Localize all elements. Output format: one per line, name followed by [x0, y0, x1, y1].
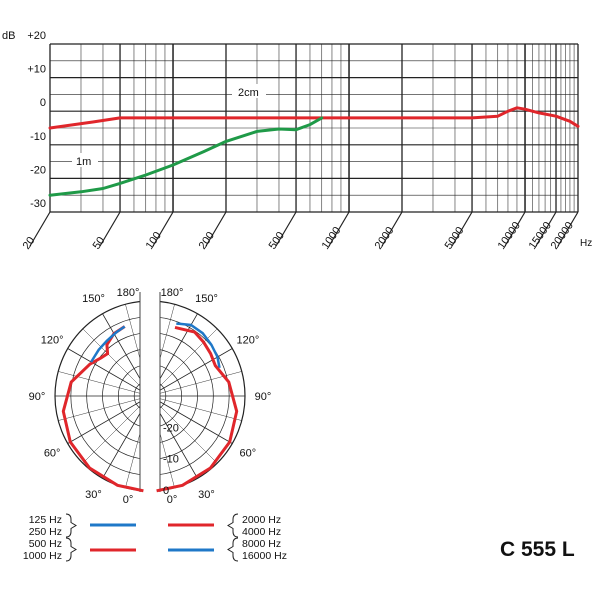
- legend-bracket: [65, 513, 77, 538]
- x-tick-label: 50: [91, 235, 108, 252]
- polar-r-label: -10: [163, 454, 179, 466]
- x-tick-label: 5000: [443, 225, 467, 252]
- polar-spoke: [67, 348, 151, 397]
- series-line-2cm: [48, 106, 580, 130]
- legend-left-label: 125 Hz: [29, 514, 62, 526]
- x-tick-diagonal: [275, 211, 297, 247]
- polar-curve-right-red: [156, 325, 239, 493]
- polar-angle-label: 150°: [195, 293, 218, 305]
- x-tick-label: 20: [21, 235, 38, 252]
- polar-angle-label: 0°: [167, 494, 178, 505]
- legend-left-label: 500 Hz: [29, 538, 62, 550]
- annotation-1m: 1m: [76, 156, 91, 168]
- legend-right-label: 8000 Hz: [242, 538, 281, 550]
- x-tick-label: 20000: [549, 220, 576, 252]
- polar-r-label: -20: [163, 422, 179, 434]
- x-tick-diagonal: [557, 211, 579, 247]
- polar-angle-label: 0°: [123, 494, 134, 505]
- polar-angle-label: 30°: [198, 489, 215, 501]
- polar-angle-label: 90°: [255, 391, 272, 403]
- polar-spoke: [82, 395, 151, 464]
- x-tick-label: 2000: [373, 225, 397, 252]
- polar-angle-label: 150°: [82, 293, 105, 305]
- polar-spoke: [58, 395, 151, 421]
- polar-angle-label: 180°: [161, 287, 184, 299]
- polar-divider: [140, 290, 160, 495]
- x-tick-diagonal: [99, 211, 121, 247]
- annotation-bg: [232, 84, 266, 98]
- x-tick-diagonal: [29, 211, 51, 247]
- polar-angle-label: 120°: [236, 335, 259, 347]
- legend-right-label: 4000 Hz: [242, 526, 281, 538]
- x-tick-diagonal: [328, 211, 350, 247]
- x-tick-label: 1000: [320, 225, 344, 252]
- polar-spoke: [149, 395, 242, 421]
- y-tick-label: -10: [30, 131, 46, 143]
- polar-spoke: [149, 328, 218, 397]
- polar-spoke: [67, 395, 151, 444]
- polar-curve-right-blue: [176, 322, 221, 369]
- x-tick-diagonal: [504, 211, 526, 247]
- x-tick-diagonal: [152, 211, 174, 247]
- legend-left-label: 250 Hz: [29, 526, 62, 538]
- y-tick-label: +20: [27, 30, 46, 42]
- legend-bracket: [227, 513, 239, 538]
- x-tick-label: 10000: [496, 220, 523, 252]
- y-tick-label: 0: [40, 97, 46, 109]
- legend-bracket: [227, 537, 239, 562]
- polar-spoke: [149, 395, 233, 444]
- polar-angle-label: 60°: [240, 448, 257, 460]
- x-tick-diagonal: [451, 211, 473, 247]
- polar-spoke: [149, 395, 218, 464]
- polar-angle-label: 90°: [29, 391, 46, 403]
- polar-spoke: [58, 371, 151, 397]
- model-name: C 555 L: [500, 538, 575, 561]
- y-tick-label: -20: [30, 164, 46, 176]
- polar-spoke: [149, 371, 242, 397]
- polar-angle-label: 30°: [85, 489, 102, 501]
- annotation-2cm: 2cm: [238, 87, 259, 99]
- y-tick-label: +10: [27, 64, 46, 76]
- x-tick-diagonal: [535, 211, 557, 247]
- series-line-1m: [48, 116, 324, 197]
- legend-right-label: 2000 Hz: [242, 514, 281, 526]
- polar-angle-label: 120°: [41, 335, 64, 347]
- legend-left-label: 1000 Hz: [23, 550, 62, 562]
- y-axis-label: dB: [2, 30, 15, 42]
- legend-right-label: 16000 Hz: [242, 550, 287, 562]
- legend-bracket: [65, 537, 77, 562]
- annotation-bg: [72, 153, 98, 167]
- polar-pattern-chart: 180° 180° 150° 150° 120° 120° 90° 90° 60° 60° 30° 3…: [29, 287, 272, 505]
- polar-angle-label: 60°: [44, 448, 61, 460]
- y-tick-label: -30: [30, 198, 46, 210]
- x-tick-diagonal: [381, 211, 403, 247]
- polar-curve-left-blue: [90, 325, 126, 363]
- x-axis-label: Hz: [580, 238, 592, 249]
- polar-angle-label: 180°: [117, 287, 140, 299]
- polar-r-label: 0: [163, 485, 169, 497]
- polar-spoke: [82, 328, 151, 397]
- x-tick-diagonal: [205, 211, 227, 247]
- polar-curve-left-red: [61, 325, 144, 493]
